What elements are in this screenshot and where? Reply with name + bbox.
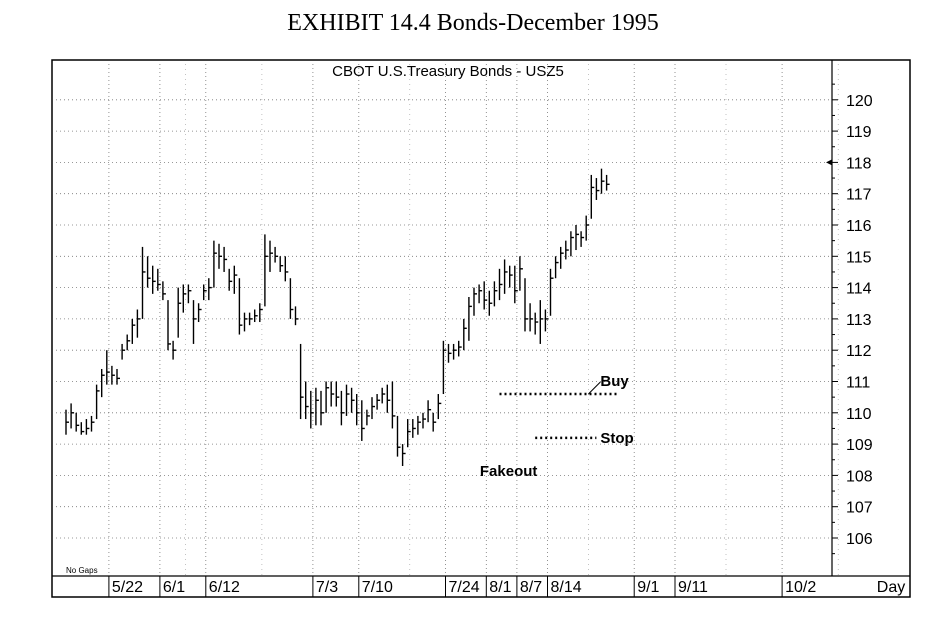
chart-title: CBOT U.S.Treasury Bonds - USZ5 (332, 63, 564, 80)
x-tick-label: 5/22 (112, 579, 143, 596)
y-tick-label: 110 (846, 406, 872, 423)
y-tick-label: 112 (846, 343, 872, 360)
x-tick-label: 8/7 (520, 579, 542, 596)
y-tick-label: 113 (846, 312, 872, 329)
x-tick-label: 6/12 (209, 579, 240, 596)
annotations: Buy Stop Fakeout (480, 373, 634, 480)
y-tick-label: 120 (846, 93, 873, 110)
x-tick-label: 6/1 (163, 579, 185, 596)
y-tick-label: 116 (846, 218, 872, 235)
x-tick-label: 7/3 (316, 579, 338, 596)
x-tick-label: 10/2 (785, 579, 816, 596)
y-tick-label: 108 (846, 468, 873, 485)
y-tick-label: 111 (846, 375, 870, 392)
corner-note: No Gaps (66, 566, 98, 575)
exhibit-title: EXHIBIT 14.4 Bonds-December 1995 (287, 10, 659, 36)
annotation-fakeout: Fakeout (480, 463, 538, 480)
plot-frame (51, 59, 911, 598)
price-bars (65, 168, 610, 467)
axes: 106 107 108 109 110 111 112 113 114 115 116 117 118 1… (52, 60, 910, 597)
x-tick-label: 8/1 (489, 579, 511, 596)
x-tick-label: 7/24 (449, 579, 480, 596)
y-tick-label: 119 (846, 124, 872, 141)
x-tick-label: 7/10 (362, 579, 393, 596)
y-tick-label: 114 (846, 281, 872, 298)
last-price-marker (826, 159, 832, 166)
annotation-buy: Buy (600, 373, 629, 390)
y-tick-label: 118 (846, 155, 872, 172)
y-tick-label: 106 (846, 531, 873, 548)
y-tick-label: 107 (846, 500, 873, 517)
x-axis-label: Day (877, 579, 905, 596)
y-tick-label: 115 (846, 249, 872, 266)
x-tick-label: 9/11 (678, 579, 708, 596)
y-tick-label: 109 (846, 437, 873, 454)
x-tick-label: 9/1 (637, 579, 659, 596)
y-tick-label: 117 (846, 187, 872, 204)
x-tick-label: 8/14 (551, 579, 582, 596)
grid (56, 64, 839, 576)
buy-pointer (588, 381, 601, 395)
annotation-stop: Stop (600, 430, 633, 447)
